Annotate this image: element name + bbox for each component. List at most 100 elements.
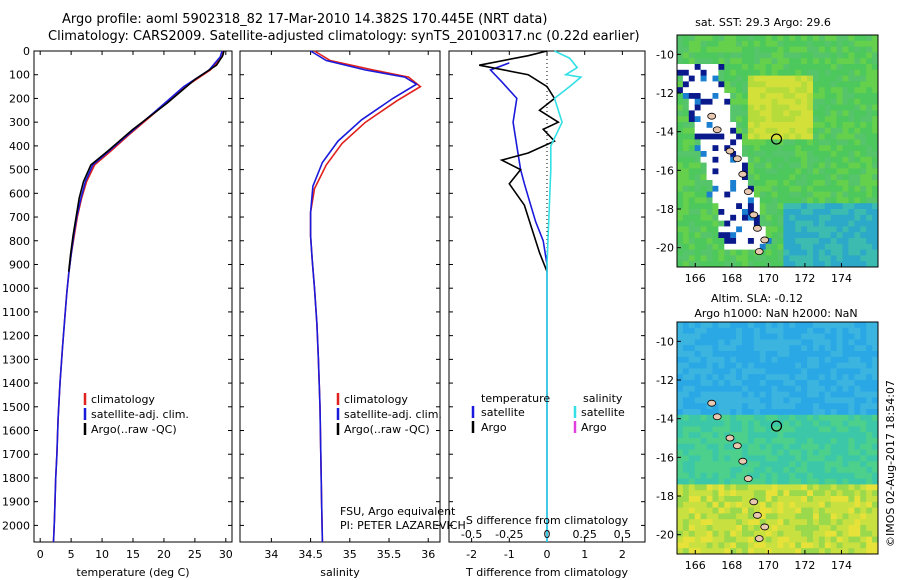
sst-cell [848, 197, 855, 204]
sst-cell [753, 243, 761, 251]
sla-cell [712, 322, 719, 329]
sla-cell [783, 507, 790, 514]
sla-cell [753, 438, 761, 445]
sla-cell [848, 380, 855, 387]
sla-cell [848, 374, 855, 381]
sst-cell [724, 139, 731, 146]
temperature-ytick-label: 400 [9, 140, 30, 153]
sla-cell [801, 443, 808, 451]
sla-cell [765, 327, 773, 335]
sst-cell [747, 133, 755, 140]
sst-cell [677, 93, 684, 100]
sla-cell [795, 414, 802, 422]
sst-cell [694, 209, 702, 216]
sla-cell [730, 333, 737, 340]
sla-cell [783, 362, 790, 369]
sst-cell [736, 110, 743, 117]
sla-cell [783, 368, 790, 375]
sla-cell [730, 519, 737, 526]
temperature-legend-label: climatology [91, 393, 155, 406]
sla-cell [706, 467, 713, 474]
sla-cell [718, 420, 725, 427]
sst-cell [694, 52, 702, 59]
sla-cell [830, 322, 838, 329]
sla-cell [848, 322, 855, 329]
temperature-line-argo-raw-qc- [67, 50, 225, 272]
sla-cell [759, 409, 767, 416]
sla-xtick-label: 174 [831, 559, 852, 572]
sla-cell [771, 362, 778, 369]
sst-cell [830, 64, 838, 71]
sst-cell [730, 243, 737, 251]
sst-cell [718, 185, 725, 193]
sst-cell [830, 145, 838, 152]
sst-cell [854, 156, 861, 164]
sst-cell [771, 214, 778, 222]
sla-cell [824, 345, 832, 352]
sla-cell [860, 374, 867, 381]
sst-cell [824, 64, 832, 71]
sst-cell [753, 191, 761, 198]
sla-cell [813, 397, 820, 404]
sst-cell [771, 139, 778, 146]
sla-cell [848, 501, 855, 509]
sst-cell [682, 58, 690, 65]
sst-cell [759, 162, 767, 169]
sla-cell [860, 443, 867, 451]
sla-cell [866, 461, 873, 468]
sla-cell [824, 478, 832, 485]
temperature-xtick-label: 30 [219, 548, 233, 561]
sst-cell [866, 226, 873, 233]
sst-cell [848, 93, 855, 100]
sla-cell [818, 443, 826, 451]
sla-cell [842, 362, 849, 369]
sst-cell [795, 127, 802, 135]
sla-cell [818, 362, 826, 369]
sla-cell [830, 484, 838, 491]
sst-cell [807, 156, 814, 164]
sst-cell [771, 168, 778, 175]
sla-cell [753, 385, 761, 393]
sst-cell [866, 145, 873, 152]
sst-cell [677, 58, 684, 65]
sst-cell [848, 87, 855, 94]
sst-cell [818, 203, 826, 210]
sst-cell [860, 203, 867, 210]
sla-cell [688, 426, 696, 433]
sst-cell [830, 209, 838, 216]
sla-cell [753, 380, 761, 387]
sla-cell [801, 519, 808, 526]
sla-cell [813, 345, 820, 352]
sla-cell [688, 409, 696, 416]
sla-cell [742, 525, 749, 532]
sla-cell [783, 490, 790, 497]
sla-cell [872, 333, 879, 340]
sla-cell [842, 432, 849, 439]
sla-cell [759, 432, 767, 439]
sla-cell [765, 461, 773, 468]
sla-cell [777, 333, 784, 340]
sst-cell [818, 185, 826, 193]
sla-cell [807, 391, 814, 398]
sst-cell [677, 104, 684, 111]
sla-cell [777, 472, 784, 480]
sla-cell [813, 467, 820, 474]
sla-cell [813, 501, 820, 509]
sla-cell [836, 333, 843, 340]
sst-cell [854, 46, 861, 53]
sst-cell [747, 81, 755, 88]
sst-cell [789, 64, 796, 71]
sst-cell [706, 75, 713, 82]
sla-cell [759, 501, 767, 509]
sst-cell [742, 220, 749, 227]
sst-cell [718, 214, 725, 222]
sst-cell [789, 58, 796, 65]
sla-cell [759, 484, 767, 491]
sla-cell [706, 496, 713, 503]
sst-cell [801, 35, 808, 42]
sla-cell [694, 478, 702, 485]
sst-cell [771, 52, 778, 59]
sla-cell [712, 449, 719, 456]
sla-cell [872, 414, 879, 422]
sla-cell [801, 496, 808, 503]
